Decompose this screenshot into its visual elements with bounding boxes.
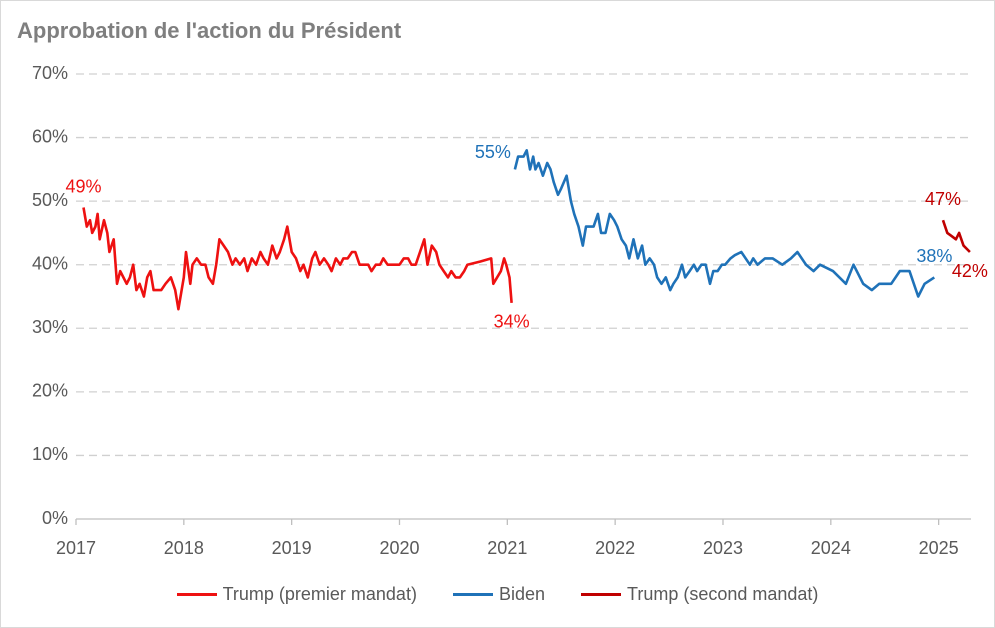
data-label: 47% [925,189,961,209]
data-label: 49% [66,176,102,196]
x-tick-label: 2022 [595,538,635,558]
legend-swatch [452,593,493,596]
x-tick-label: 2018 [164,538,204,558]
x-tick-label: 2023 [703,538,743,558]
data-label: 55% [475,142,511,162]
x-tick-label: 2024 [811,538,851,558]
legend-entry: Trump (second mandat) [581,584,818,605]
legend-label: Biden [498,584,545,604]
chart-title: Approbation de l'action du Président [17,18,402,43]
series-line [941,219,971,253]
data-label: 34% [494,312,530,332]
legend: Trump (premier mandat) Biden Trump (second… [1,584,994,605]
y-tick-label: 70% [32,63,68,83]
x-tick-label: 2020 [379,538,419,558]
y-tick-label: 20% [32,381,68,401]
legend-swatch [581,593,621,596]
series-line [513,149,936,298]
x-tick-label: 2025 [919,538,959,558]
y-tick-label: 40% [32,253,68,273]
legend-entry: Biden [452,584,545,605]
x-tick-label: 2017 [56,538,96,558]
x-tick-label: 2021 [487,538,527,558]
legend-label: Trump (premier mandat) [222,584,417,604]
legend-swatch [176,593,217,596]
legend-entry: Trump (premier mandat) [176,584,417,605]
y-tick-label: 60% [32,126,68,146]
data-label: 42% [952,261,988,281]
y-tick-label: 0% [42,508,68,528]
y-tick-label: 30% [32,317,68,337]
series-line [82,207,513,311]
y-tick-label: 10% [32,444,68,464]
y-tick-label: 50% [32,190,68,210]
legend-label: Trump (second mandat) [627,584,819,604]
data-label: 38% [916,246,952,266]
x-tick-label: 2019 [272,538,312,558]
